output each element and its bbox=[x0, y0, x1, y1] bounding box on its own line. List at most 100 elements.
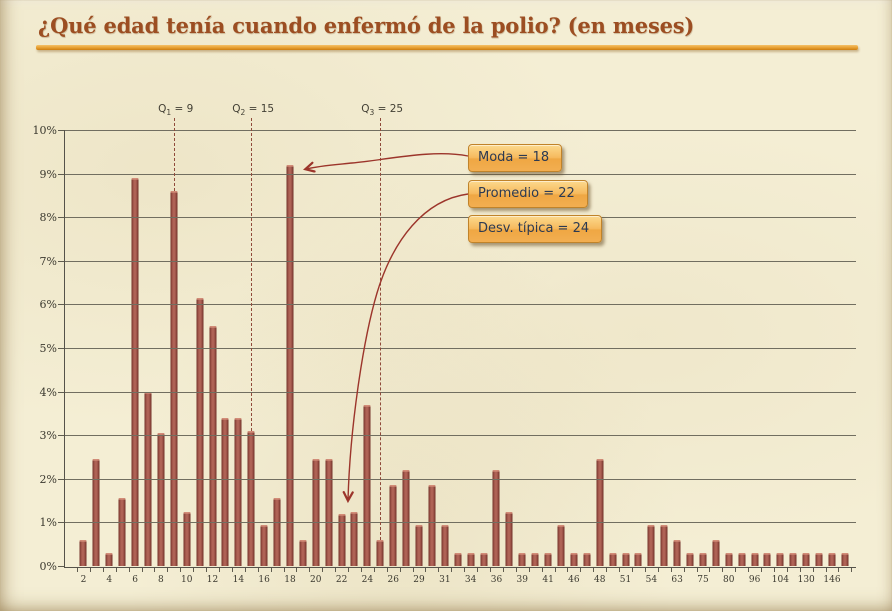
bar bbox=[725, 552, 733, 566]
x-axis-label bbox=[555, 575, 568, 585]
bar bbox=[751, 552, 759, 566]
bar-slot bbox=[387, 130, 400, 566]
bar-slot bbox=[748, 130, 761, 566]
bar bbox=[828, 552, 836, 566]
x-axis-label: 96 bbox=[748, 575, 761, 585]
y-gridline bbox=[65, 348, 856, 349]
bar bbox=[260, 524, 268, 566]
callout-promedio: Promedio = 22 bbox=[468, 180, 588, 208]
x-axis-tick bbox=[477, 568, 490, 572]
bar-slot bbox=[464, 130, 477, 566]
x-axis-label: 104 bbox=[771, 575, 789, 585]
x-axis-label bbox=[425, 575, 438, 585]
x-axis-tick bbox=[748, 568, 761, 572]
bar-slot bbox=[477, 130, 490, 566]
bar-slot bbox=[154, 130, 167, 566]
bar-slot bbox=[697, 130, 710, 566]
x-axis-label: 24 bbox=[361, 575, 374, 585]
bar bbox=[170, 191, 178, 566]
bar bbox=[183, 511, 191, 566]
bar-slot bbox=[606, 130, 619, 566]
x-axis-tick bbox=[464, 568, 477, 572]
y-axis-label: 8% bbox=[39, 211, 57, 224]
bar bbox=[363, 404, 371, 566]
x-axis-tick bbox=[322, 568, 335, 572]
x-axis-labels: 2 4 6 8 10 12 14 16 18 20 22 24 26 29 31 34 36 39 41 46 48 51… bbox=[77, 575, 851, 585]
x-axis-label: 26 bbox=[387, 575, 399, 585]
bar-slot bbox=[567, 130, 580, 566]
bar bbox=[480, 552, 488, 566]
bar-slot bbox=[438, 130, 451, 566]
x-axis-tick bbox=[502, 568, 516, 572]
x-axis-label: 31 bbox=[439, 575, 451, 585]
x-axis-tick bbox=[360, 568, 374, 572]
bar bbox=[660, 524, 668, 566]
y-gridline bbox=[65, 522, 856, 523]
x-axis-tick bbox=[773, 568, 787, 572]
quartile-label: Q3 = 25 bbox=[361, 103, 404, 118]
bar-slot bbox=[490, 130, 503, 566]
x-axis-tick bbox=[761, 568, 774, 572]
x-axis-label: 22 bbox=[335, 575, 348, 585]
bar bbox=[763, 552, 771, 566]
x-axis-tick bbox=[141, 568, 155, 572]
x-axis-label bbox=[529, 575, 542, 585]
bar-slot bbox=[90, 130, 103, 566]
y-axis-label: 3% bbox=[39, 429, 57, 442]
bar bbox=[609, 552, 617, 566]
x-axis-tick bbox=[722, 568, 735, 572]
bar bbox=[570, 552, 578, 566]
x-axis-label: 41 bbox=[542, 575, 554, 585]
bar bbox=[583, 552, 591, 566]
bar-slot bbox=[684, 130, 697, 566]
x-axis-label: 6 bbox=[132, 575, 138, 585]
y-axis-tick bbox=[58, 435, 64, 436]
y-axis-label: 1% bbox=[39, 516, 57, 529]
bar-slot bbox=[400, 130, 413, 566]
bar bbox=[505, 511, 513, 566]
bar-slot bbox=[258, 130, 271, 566]
x-axis-tick bbox=[593, 568, 606, 572]
bar bbox=[441, 524, 449, 566]
bar bbox=[802, 552, 810, 566]
x-axis-tick bbox=[438, 568, 451, 572]
bar bbox=[221, 417, 229, 566]
x-axis-tick bbox=[838, 568, 851, 572]
bar-slot bbox=[632, 130, 645, 566]
x-axis-label: 130 bbox=[797, 575, 815, 585]
x-axis-label: 36 bbox=[490, 575, 503, 585]
x-axis-label: 54 bbox=[645, 575, 658, 585]
bar bbox=[92, 459, 100, 566]
callout-moda: Moda = 18 bbox=[468, 144, 563, 172]
x-axis-tick bbox=[193, 568, 206, 572]
x-axis-label: 4 bbox=[106, 575, 113, 585]
x-axis-tick bbox=[735, 568, 748, 572]
bar bbox=[492, 470, 500, 566]
y-gridline bbox=[65, 130, 856, 131]
bar-slot bbox=[671, 130, 684, 566]
bar-slot bbox=[206, 130, 219, 566]
x-axis-tick bbox=[244, 568, 258, 572]
y-gridline bbox=[65, 304, 856, 305]
y-gridline bbox=[65, 435, 856, 436]
bar-slot bbox=[529, 130, 542, 566]
x-axis-tick bbox=[541, 568, 555, 572]
x-axis-label: 20 bbox=[310, 575, 322, 585]
x-axis-label bbox=[296, 575, 309, 585]
bar bbox=[273, 498, 281, 566]
x-axis-tick bbox=[644, 568, 658, 572]
x-axis-tick bbox=[683, 568, 697, 572]
x-axis-tick bbox=[348, 568, 361, 572]
bar-slot bbox=[722, 130, 735, 566]
x-axis-label: 63 bbox=[671, 575, 683, 585]
bar bbox=[350, 511, 358, 566]
x-axis-label bbox=[503, 575, 516, 585]
x-axis-tick bbox=[180, 568, 193, 572]
bar-slot bbox=[413, 130, 426, 566]
x-axis-label: 146 bbox=[823, 575, 841, 585]
bar bbox=[673, 539, 681, 566]
bar bbox=[647, 524, 655, 566]
bar-slot bbox=[619, 130, 632, 566]
x-axis-ticks bbox=[77, 568, 852, 572]
x-axis-tick bbox=[399, 568, 413, 572]
